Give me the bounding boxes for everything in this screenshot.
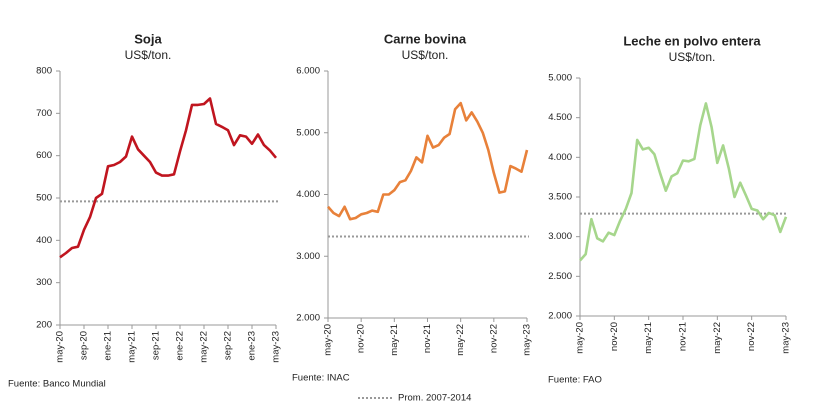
x-tick-label: may-20 (575, 322, 586, 354)
x-tick-label: may-21 (127, 331, 138, 363)
data-line (59, 97, 277, 259)
y-tick-label: 3.000 (296, 251, 320, 262)
chart-subtitle: US$/ton. (125, 48, 172, 62)
y-tick-label: 5.000 (296, 127, 320, 138)
source: Fuente: FAO (548, 375, 602, 386)
x-tick-label: may-20 (55, 331, 66, 363)
y-tick-label: 700 (36, 108, 52, 119)
chart-subtitle: US$/ton. (669, 50, 716, 64)
x-tick-label: nov-22 (746, 322, 757, 351)
y-tick-label: 300 (36, 277, 52, 288)
chart-subtitle: US$/ton. (402, 48, 449, 62)
y-tick-label: 2.000 (548, 311, 572, 322)
x-tick-label: may-21 (389, 324, 400, 356)
y-tick-label: 200 (36, 320, 52, 331)
data-line (579, 102, 788, 262)
x-tick-label: nov-21 (678, 322, 689, 351)
chart-title: Carne bovina (384, 31, 467, 46)
y-tick-label: 3.500 (548, 192, 572, 203)
y-tick-label: 400 (36, 235, 52, 246)
x-tick-label: may-23 (271, 331, 282, 363)
source: Fuente: Banco Mundial (8, 379, 106, 390)
x-tick-label: sep-20 (79, 331, 90, 360)
x-tick-label: ene-22 (175, 331, 186, 361)
x-tick-label: sep-21 (151, 331, 162, 360)
source: Fuente: INAC (292, 373, 350, 384)
y-tick-label: 4.500 (548, 112, 572, 123)
x-tick-label: nov-20 (609, 322, 620, 351)
y-tick-label: 2.000 (296, 313, 320, 324)
x-tick-label: sep-22 (223, 331, 234, 360)
x-tick-label: ene-23 (247, 331, 258, 361)
y-tick-label: 800 (36, 66, 52, 77)
x-tick-label: may-20 (323, 324, 334, 356)
chart-title: Soja (134, 31, 162, 46)
y-tick-label: 500 (36, 193, 52, 204)
x-tick-label: nov-20 (356, 324, 367, 353)
x-tick-label: may-22 (712, 322, 723, 354)
x-tick-label: may-23 (781, 322, 792, 354)
y-tick-label: 5.000 (548, 73, 572, 84)
x-tick-label: nov-22 (488, 324, 499, 353)
x-tick-label: ene-21 (103, 331, 114, 361)
y-tick-label: 2.500 (548, 271, 572, 282)
data-line (327, 101, 529, 221)
y-tick-label: 3.000 (548, 231, 572, 242)
y-tick-label: 4.000 (296, 189, 320, 200)
y-tick-label: 600 (36, 150, 52, 161)
x-tick-label: may-23 (522, 324, 533, 356)
y-tick-label: 6.000 (296, 66, 320, 77)
x-tick-label: may-22 (199, 331, 210, 363)
y-tick-label: 4.000 (548, 152, 572, 163)
x-tick-label: nov-21 (422, 324, 433, 353)
x-tick-label: may-21 (643, 322, 654, 354)
chart-title: Leche en polvo entera (623, 33, 761, 48)
x-tick-label: may-22 (455, 324, 466, 356)
legend-label: Prom. 2007-2014 (398, 393, 471, 404)
